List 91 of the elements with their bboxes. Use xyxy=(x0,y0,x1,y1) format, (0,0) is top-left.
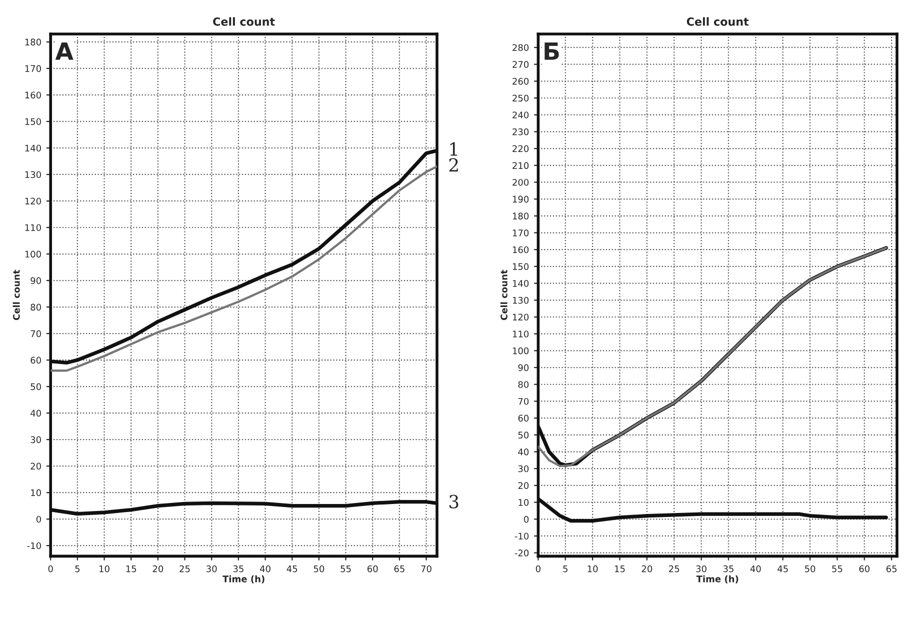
x-tick-label: 5 xyxy=(75,566,80,572)
y-tick-label: 240 xyxy=(512,112,529,118)
y-tick-label: 260 xyxy=(512,78,529,85)
y-tick-label: 80 xyxy=(518,381,529,388)
chart-title: Cell count xyxy=(686,17,749,26)
chart-title: Cell count xyxy=(213,17,275,26)
y-tick-label: 100 xyxy=(25,250,41,258)
x-tick-label: 35 xyxy=(723,565,734,572)
x-tick-label: 60 xyxy=(367,565,378,572)
x-tick-label: 30 xyxy=(696,565,706,572)
x-tick-label: 0 xyxy=(48,565,53,572)
y-tick-label: 90 xyxy=(30,277,41,284)
y-tick-label: 110 xyxy=(512,330,529,338)
y-tick-label: 200 xyxy=(512,178,529,186)
y-tick-label: 30 xyxy=(30,436,41,444)
y-tick-label: 210 xyxy=(512,162,529,169)
y-tick-label: 0 xyxy=(36,516,41,523)
x-tick-label: 20 xyxy=(642,565,652,572)
y-tick-label: 20 xyxy=(518,482,529,490)
y-tick-label: 190 xyxy=(512,196,529,203)
y-axis-title: Cell count xyxy=(500,270,508,320)
y-tick-label: 110 xyxy=(25,224,41,232)
y-tick-label: 40 xyxy=(30,410,41,417)
y-tick-label: 80 xyxy=(30,304,41,311)
x-axis-title: Time (h) xyxy=(222,575,264,584)
y-tick-label: 170 xyxy=(512,229,529,236)
x-tick-label: 65 xyxy=(886,565,897,572)
y-tick-label: 150 xyxy=(25,118,41,126)
x-tick-label: 45 xyxy=(286,566,298,572)
x-tick-label: 65 xyxy=(394,565,404,572)
y-tick-label: 220 xyxy=(512,145,529,152)
y-tick-label: 180 xyxy=(512,212,529,220)
y-tick-label: -10 xyxy=(514,532,529,540)
y-tick-label: 0 xyxy=(524,516,529,523)
x-tick-label: 50 xyxy=(804,565,816,572)
x-tick-label: 55 xyxy=(832,566,842,572)
y-tick-label: 180 xyxy=(25,38,41,46)
x-tick-label: 15 xyxy=(614,566,625,572)
x-tick-label: 60 xyxy=(859,565,870,572)
y-tick-label: 160 xyxy=(25,92,41,99)
x-axis-title: Time (h) xyxy=(696,575,738,584)
x-tick-label: 40 xyxy=(260,565,270,572)
x-tick-label: 40 xyxy=(750,565,761,572)
series-label: 3 xyxy=(449,494,458,508)
x-tick-label: 25 xyxy=(180,565,190,572)
y-tick-label: 130 xyxy=(512,296,529,304)
y-tick-label: 120 xyxy=(512,314,529,321)
annotation: A xyxy=(55,42,74,60)
x-tick-label: 35 xyxy=(233,565,244,572)
y-tick-label: 50 xyxy=(518,432,529,438)
y-tick-label: 20 xyxy=(30,462,41,470)
y-tick-label: 280 xyxy=(512,44,529,52)
y-tick-label: 70 xyxy=(30,330,41,338)
y-tick-label: -20 xyxy=(514,550,529,556)
y-tick-label: 140 xyxy=(25,144,41,152)
x-tick-label: 5 xyxy=(563,566,568,572)
x-tick-label: 30 xyxy=(206,565,217,572)
x-tick-label: 55 xyxy=(340,566,351,572)
x-tick-label: 0 xyxy=(536,565,540,572)
x-tick-label: 45 xyxy=(778,566,788,572)
series-label: 2 xyxy=(449,158,458,172)
x-tick-label: 70 xyxy=(421,565,432,572)
y-tick-label: 10 xyxy=(518,499,529,506)
annotation: Б xyxy=(544,42,559,60)
y-tick-label: -10 xyxy=(27,542,41,550)
series-label: 1 xyxy=(450,142,458,156)
y-tick-label: 50 xyxy=(30,383,41,390)
y-tick-label: 40 xyxy=(518,448,529,456)
y-tick-label: 270 xyxy=(512,61,529,68)
y-tick-label: 140 xyxy=(512,280,529,287)
y-tick-label: 60 xyxy=(518,414,529,422)
y-tick-label: 230 xyxy=(512,128,529,136)
x-tick-label: 15 xyxy=(126,566,136,572)
y-tick-label: 150 xyxy=(512,263,529,270)
x-tick-label: 50 xyxy=(314,565,324,572)
y-tick-label: 120 xyxy=(25,198,41,205)
y-tick-label: 70 xyxy=(518,398,529,405)
y-axis-title: Cell count xyxy=(12,270,20,320)
y-tick-label: 90 xyxy=(518,364,529,372)
y-tick-label: 60 xyxy=(30,356,41,364)
y-tick-label: 170 xyxy=(25,65,41,72)
y-tick-label: 250 xyxy=(512,94,529,102)
x-tick-label: 20 xyxy=(152,565,164,572)
y-tick-label: 130 xyxy=(25,171,41,178)
y-tick-label: 160 xyxy=(512,246,529,254)
x-tick-label: 10 xyxy=(100,565,110,572)
y-tick-label: 10 xyxy=(31,489,41,496)
x-tick-label: 25 xyxy=(669,565,680,572)
x-tick-label: 10 xyxy=(588,565,598,572)
y-tick-label: 30 xyxy=(518,465,529,472)
y-tick-label: 100 xyxy=(512,347,529,354)
